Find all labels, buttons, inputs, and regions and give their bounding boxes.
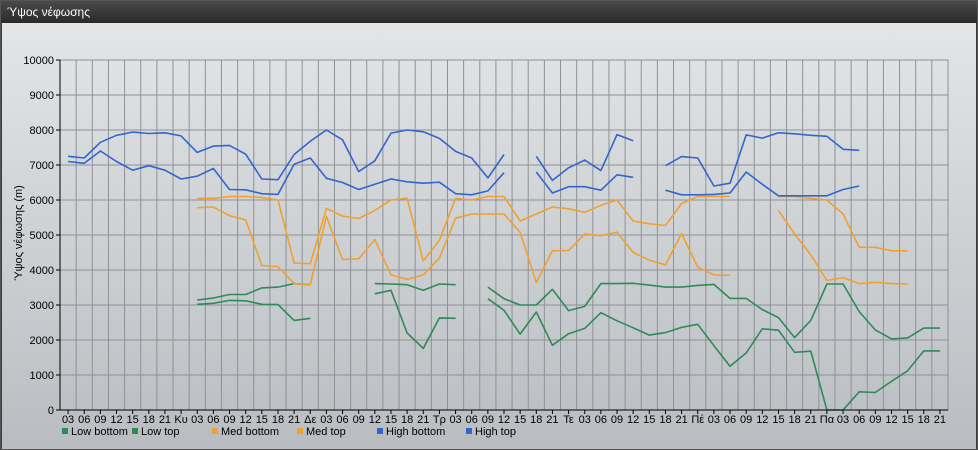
x-tick-label: 15 <box>772 414 784 426</box>
series-line-low-bottom <box>197 289 940 411</box>
x-tick-label: 21 <box>675 414 687 426</box>
y-tick-label: 1000 <box>30 370 54 382</box>
y-tick-label: 7000 <box>30 160 54 172</box>
x-tick-label: 21 <box>288 414 300 426</box>
x-tick-label: 06 <box>853 414 865 426</box>
cloud-height-chart: 0 1000 2000 3000 4000 5000 6000 7000 8000 9000 100… <box>13 55 949 438</box>
grid <box>60 59 949 411</box>
axes <box>59 60 948 411</box>
x-tick-label: 09 <box>869 414 881 426</box>
series-line-med-bottom <box>197 206 908 286</box>
legend-label-med-bottom: Med bottom <box>221 426 279 438</box>
x-tick-label: 09 <box>611 414 623 426</box>
x-tick-label: 15 <box>643 414 655 426</box>
y-tick-label: 8000 <box>30 125 54 137</box>
x-tick-label: Πα <box>820 414 835 426</box>
x-tick-label: 18 <box>143 414 155 426</box>
legend-swatch-low-bottom <box>62 428 68 434</box>
x-tick-label: 18 <box>659 414 671 426</box>
x-tick-label: 21 <box>805 414 817 426</box>
x-tick-label: 15 <box>256 414 268 426</box>
x-tick-label: 03 <box>449 414 461 426</box>
y-tick-label: 9000 <box>30 90 54 102</box>
x-tick-label: 12 <box>240 414 252 426</box>
x-tick-label: 15 <box>127 414 139 426</box>
x-tick-label: 12 <box>627 414 639 426</box>
x-tick-label: 12 <box>885 414 897 426</box>
x-tick-label: 15 <box>385 414 397 426</box>
y-tick-label: 5000 <box>30 230 54 242</box>
x-tick-label: 12 <box>498 414 510 426</box>
x-tick-label: Πέ <box>691 414 704 426</box>
x-tick-label: 03 <box>579 414 591 426</box>
x-tick-label: 18 <box>401 414 413 426</box>
x-tick-label: 06 <box>207 414 219 426</box>
series-line-high-bottom <box>68 150 860 197</box>
series-line-high-top <box>68 129 860 187</box>
legend-swatch-high-bottom <box>377 428 383 434</box>
legend: Low bottom Low top Med bottom Med top High b… <box>62 426 516 438</box>
x-tick-label: 03 <box>708 414 720 426</box>
x-tick-label: 06 <box>466 414 478 426</box>
x-tick-label: Κυ <box>174 414 187 426</box>
y-tick-label: 0 <box>48 405 54 417</box>
x-tick-label: 12 <box>369 414 381 426</box>
x-tick-label: 03 <box>320 414 332 426</box>
legend-swatch-med-bottom <box>212 428 218 434</box>
x-tick-label: 21 <box>934 414 946 426</box>
x-tick-label: 18 <box>530 414 542 426</box>
legend-label-low-bottom: Low bottom <box>71 426 128 438</box>
legend-swatch-low-top <box>132 428 138 434</box>
window-title: Ύψος νέφωσης <box>7 5 90 19</box>
legend-label-low-top: Low top <box>141 426 180 438</box>
x-tick-label: 09 <box>740 414 752 426</box>
x-tick-label: Δε <box>304 414 316 426</box>
x-tick-label: 18 <box>788 414 800 426</box>
y-tick-label: 3000 <box>30 300 54 312</box>
x-tick-label: 09 <box>353 414 365 426</box>
x-axis: 03 06 09 12 15 18 21 Κυ 03 06 09 12 15 18 21 Δε 03 06 09 12… <box>62 410 946 426</box>
x-tick-label: 21 <box>546 414 558 426</box>
x-tick-label: 03 <box>191 414 203 426</box>
legend-swatch-med-top <box>297 428 303 434</box>
x-tick-label: 03 <box>837 414 849 426</box>
x-tick-label: Τρ <box>433 414 446 426</box>
x-tick-label: 15 <box>902 414 914 426</box>
x-tick-label: 18 <box>272 414 284 426</box>
legend-swatch-high-top <box>466 428 472 434</box>
x-tick-label: 06 <box>724 414 736 426</box>
x-tick-label: 09 <box>223 414 235 426</box>
legend-label-med-top: Med top <box>306 426 346 438</box>
plot-lines <box>68 129 940 411</box>
y-axis: 0 1000 2000 3000 4000 5000 6000 7000 8000 9000 100… <box>23 55 60 417</box>
y-tick-label: 4000 <box>30 265 54 277</box>
legend-label-high-top: High top <box>475 426 516 438</box>
x-tick-label: 03 <box>62 414 74 426</box>
y-tick-label: 10000 <box>23 55 54 67</box>
x-tick-label: 12 <box>756 414 768 426</box>
x-tick-label: 15 <box>514 414 526 426</box>
x-tick-label: 12 <box>110 414 122 426</box>
x-tick-label: 06 <box>336 414 348 426</box>
series-line-med-top <box>197 195 908 265</box>
series-line-low-top <box>197 282 940 340</box>
x-tick-label: 21 <box>159 414 171 426</box>
y-tick-label: 2000 <box>30 335 54 347</box>
x-tick-label: Τε <box>563 414 574 426</box>
x-tick-label: 06 <box>78 414 90 426</box>
title-bar: Ύψος νέφωσης <box>1 1 977 23</box>
x-tick-label: 09 <box>94 414 106 426</box>
y-tick-label: 6000 <box>30 195 54 207</box>
x-tick-label: 06 <box>595 414 607 426</box>
legend-label-high-bottom: High bottom <box>386 426 445 438</box>
x-tick-label: 09 <box>482 414 494 426</box>
chart-panel <box>2 23 976 449</box>
x-tick-label: 18 <box>918 414 930 426</box>
y-axis-label: Ύψος νέφωσης (m) <box>13 185 25 281</box>
x-tick-label: 21 <box>417 414 429 426</box>
